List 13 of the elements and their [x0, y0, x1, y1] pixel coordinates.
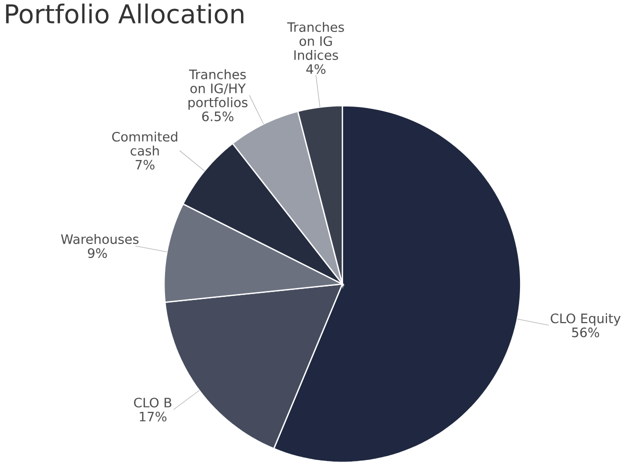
data-label: 9%	[88, 248, 107, 258]
slice-label: Tranches on IG Indices	[287, 22, 344, 60]
data-label: 17%	[140, 412, 166, 422]
data-label: 4%	[306, 64, 326, 74]
data-label: 7%	[136, 160, 154, 170]
slice-label: CLO Equity	[550, 313, 621, 326]
slice-label: CLO B	[134, 398, 172, 408]
slice-label: Tranches on IG/HY portfolios	[188, 69, 248, 110]
slice-label: Commited cash	[112, 132, 178, 156]
data-label: 56%	[572, 328, 600, 338]
data-label: 6.5%	[202, 111, 234, 122]
chart-title: Portfolio Allocation	[6, 4, 244, 24]
slice-label: Warehouses	[61, 234, 139, 244]
